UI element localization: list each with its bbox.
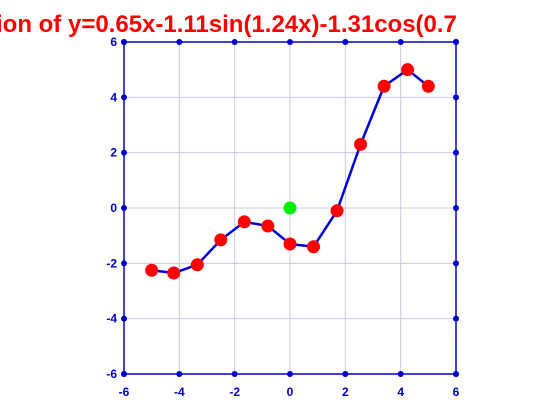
data-point: [190, 258, 204, 272]
data-markers: [145, 63, 435, 280]
y-tick-label: 0: [110, 201, 117, 215]
y-tick-label: -4: [106, 312, 117, 326]
data-point: [377, 79, 391, 93]
y-tick-label: 2: [110, 146, 117, 160]
x-tick-label: 0: [287, 385, 294, 399]
data-point: [330, 204, 344, 218]
y-tick-label: 6: [110, 35, 117, 49]
axes: [121, 39, 459, 377]
y-tick-label: 4: [110, 90, 117, 104]
y-tick-label: -6: [106, 367, 117, 381]
data-point: [307, 240, 321, 254]
data-point: [167, 266, 181, 280]
plot-frame: [123, 41, 457, 375]
data-point: [421, 79, 435, 93]
x-tick-label: 6: [453, 385, 460, 399]
data-point: [261, 219, 275, 233]
x-tick-label: -6: [119, 385, 130, 399]
data-point: [354, 137, 368, 151]
data-point: [237, 215, 251, 229]
x-tick-label: 4: [397, 385, 404, 399]
data-point: [401, 63, 415, 77]
x-tick-label: -2: [229, 385, 240, 399]
x-tick-label: 2: [342, 385, 349, 399]
highlight-point: [283, 201, 297, 215]
data-point: [283, 237, 297, 251]
y-tick-label: -2: [106, 256, 117, 270]
tick-labels: -6 -4 -2 0 2 4 6 6 4 2 0 -2 -4 -6: [106, 35, 459, 399]
data-point: [214, 233, 228, 247]
data-point: [145, 263, 159, 277]
chart-title: tion of y=0.65x-1.11sin(1.24x)-1.31cos(0…: [0, 11, 457, 38]
x-tick-label: -4: [174, 385, 185, 399]
